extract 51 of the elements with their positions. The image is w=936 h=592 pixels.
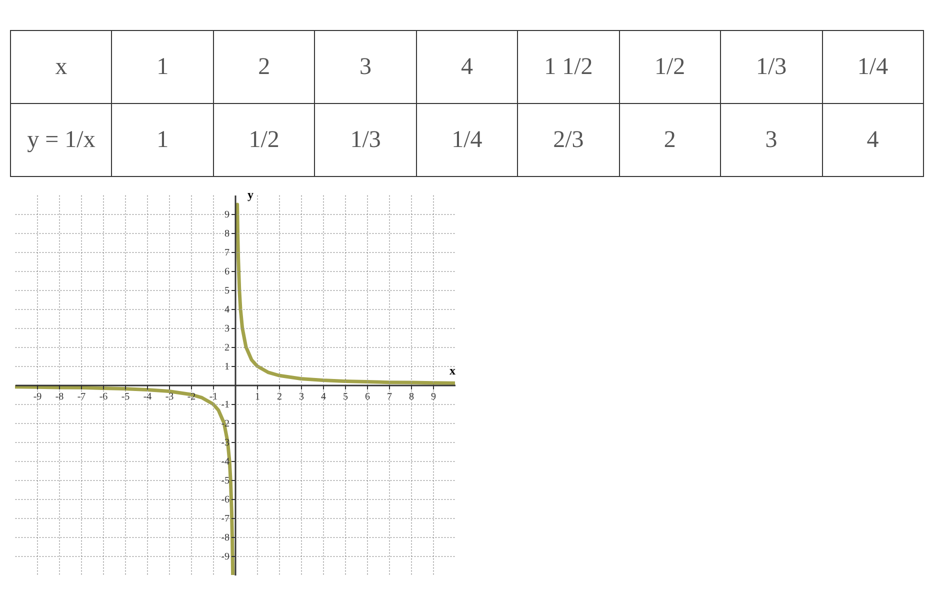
x-tick-label: 3 (299, 392, 304, 402)
x-tick-label: -1 (209, 392, 218, 402)
y-axis-title: y (248, 188, 254, 202)
text: 4 (822, 104, 924, 176)
text: 1/3 (314, 104, 416, 176)
y-tick-label: -5 (221, 476, 230, 486)
y-tick-label: 9 (224, 210, 230, 220)
y-tick-label: 1 (224, 362, 230, 372)
line-series (236, 202, 455, 385)
text: 3 (314, 30, 416, 104)
text: 1 1/2 (518, 30, 620, 104)
y-tick-label: -8 (221, 532, 230, 544)
text: 1/4 (822, 30, 924, 104)
x-tick-label: -4 (143, 392, 152, 402)
x-tick-label: -5 (121, 392, 130, 402)
y-tick-label: -1 (221, 400, 230, 410)
text: 2/3 (518, 104, 620, 176)
text: 3 (720, 104, 822, 176)
x-tick-label: -6 (99, 392, 108, 402)
line-series (15, 385, 235, 575)
x-tick-label: 6 (365, 392, 370, 402)
x-tick-label: 4 (321, 392, 326, 402)
y-tick-label: -6 (221, 494, 230, 506)
text: x (10, 30, 112, 104)
x-tick-label: -8 (55, 392, 64, 402)
x-tick-label: 7 (387, 392, 392, 402)
y-tick-label: 2 (224, 342, 230, 354)
text: y = 1/x (10, 104, 112, 176)
y-tick-label: -9 (221, 552, 230, 562)
x-tick-label: -9 (33, 392, 42, 402)
text: 1/4 (416, 104, 518, 176)
x-tick-label: 9 (431, 392, 436, 402)
y-tick-label: 4 (224, 304, 230, 316)
y-tick-label: 6 (224, 266, 230, 278)
text: 1/2 (213, 104, 315, 176)
x-tick-label: -3 (165, 392, 174, 402)
x-tick-label: 2 (277, 392, 282, 402)
text: 1/2 (619, 30, 721, 104)
y-tick-label: -7 (221, 514, 230, 524)
x-tick-label: 5 (343, 392, 348, 402)
text: 1/3 (720, 30, 822, 104)
y-tick-label: 5 (224, 286, 230, 296)
y-tick-label: 3 (224, 324, 230, 334)
x-axis-title: x (450, 364, 456, 378)
y-tick-label: 7 (224, 248, 230, 258)
text: 4 (416, 30, 518, 104)
text: 2 (619, 104, 721, 176)
x-tick-label: 8 (409, 392, 414, 402)
x-tick-label: -7 (77, 392, 86, 402)
y-tick-label: 8 (224, 228, 230, 240)
x-tick-label: 1 (255, 392, 260, 402)
